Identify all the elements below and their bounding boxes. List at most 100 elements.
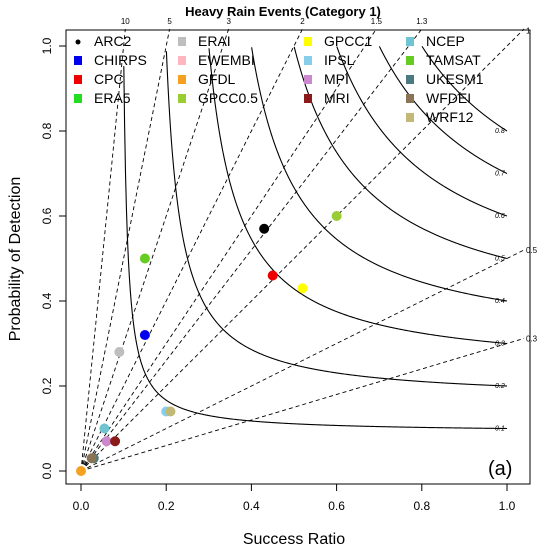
data-point-tamsat (139, 253, 150, 264)
csi-contour-label: 0.6 (495, 213, 505, 220)
legend-swatch (304, 56, 312, 65)
csi-contour (378, 46, 508, 174)
legend-label: ARC2 (94, 33, 132, 49)
legend-swatch (178, 56, 186, 65)
csi-contour (123, 66, 508, 430)
bias-line (80, 28, 377, 472)
data-point-erai (114, 347, 125, 357)
legend-swatch (406, 113, 414, 122)
legend-label: CHIRPS (94, 52, 147, 68)
legend-swatch (304, 94, 312, 103)
legend-label: MPI (324, 71, 349, 87)
legend-label: WRF12 (426, 109, 474, 125)
legend-label: ERA5 (94, 90, 131, 106)
data-point-mpi (101, 436, 112, 447)
bias-line (80, 249, 525, 472)
bias-lines: 10 5 3 2 1.5 1.3 1 0.5 0.3 (80, 17, 538, 472)
axes: 0.0 0.2 0.4 0.6 0.8 1.0 0.0 0.2 0.4 0.6 0.8 1.0 (40, 37, 515, 513)
bias-line-label: 1.5 (371, 17, 383, 26)
csi-contour (293, 46, 508, 260)
csi-contour (421, 46, 508, 132)
x-tick-label: 0.6 (328, 499, 345, 513)
csi-contour-label: 0.2 (495, 383, 505, 390)
legend-swatch (74, 94, 82, 103)
legend-swatch (75, 39, 81, 45)
y-tick-label: 0.0 (40, 462, 54, 479)
csi-contour-label: 0.4 (495, 298, 505, 305)
legend: ARC2 CHIRPS CPC ERA5 ERAI EWEMBI GFDL GPCC0.5 GP… (74, 33, 484, 125)
legend-swatch (74, 75, 82, 84)
x-tick-label: 0.0 (73, 499, 90, 513)
legend-label: GPCC0.5 (198, 90, 258, 106)
bias-line (80, 28, 230, 472)
y-tick-label: 0.4 (40, 292, 54, 309)
data-point-gfdl (76, 466, 86, 476)
data-point-arc2 (259, 223, 270, 234)
csi-contour (251, 47, 508, 302)
legend-label: WFDEI (426, 90, 471, 106)
legend-swatch (406, 75, 414, 84)
panel-label: (a) (488, 458, 512, 480)
legend-swatch (178, 37, 186, 46)
data-points (76, 211, 342, 476)
bias-line-label: 1.3 (416, 17, 428, 26)
legend-swatch (406, 37, 414, 46)
data-point-chirps (139, 330, 150, 340)
legend-label: CPC (94, 71, 124, 87)
bias-line-label: 1 (526, 26, 531, 35)
legend-label: UKESM1 (426, 71, 484, 87)
legend-label: IPSL (324, 52, 355, 68)
csi-contours: 0.1 0.2 0.3 0.4 0.5 0.6 0.7 0.8 (123, 46, 508, 433)
legend-label: MRI (324, 90, 350, 106)
plot-frame (65, 29, 531, 485)
csi-contour-label: 0.7 (495, 171, 506, 178)
legend-swatch (304, 75, 312, 84)
csi-contour-label: 0.5 (495, 256, 505, 263)
x-tick-label: 0.2 (158, 499, 175, 513)
legend-label: ERAI (198, 33, 231, 49)
y-tick-label: 1.0 (40, 37, 54, 54)
bias-line (80, 28, 525, 472)
csi-contour-label: 0.3 (495, 341, 505, 348)
csi-contour-label: 0.1 (495, 426, 505, 433)
x-axis-title: Success Ratio (243, 531, 345, 548)
legend-swatch (304, 37, 312, 46)
data-point-gpcc05 (331, 211, 342, 221)
csi-contour (208, 48, 508, 345)
y-tick-label: 0.2 (40, 377, 54, 394)
bias-line (80, 28, 171, 472)
bias-line-label: 0.5 (526, 246, 538, 255)
csi-contour (336, 46, 508, 217)
bias-line (80, 337, 525, 472)
bias-line (80, 28, 423, 472)
legend-label: TAMSAT (426, 52, 481, 68)
bias-line-label: 5 (167, 17, 172, 26)
data-point-wfdei (86, 453, 97, 464)
y-tick-label: 0.8 (40, 122, 54, 139)
data-point-mri (110, 436, 121, 447)
legend-label: EWEMBI (198, 52, 255, 68)
legend-swatch (74, 56, 82, 65)
legend-swatch (406, 94, 414, 103)
x-tick-label: 0.8 (413, 499, 430, 513)
legend-swatch (406, 56, 414, 65)
bias-line-label: 0.3 (526, 334, 538, 343)
legend-label: NCEP (426, 33, 465, 49)
csi-contour-label: 0.8 (495, 128, 505, 135)
legend-label: GPCC1 (324, 33, 372, 49)
bias-line (80, 28, 303, 472)
legend-swatch (178, 75, 186, 84)
bias-line-label: 10 (121, 17, 130, 26)
data-point-ncep (99, 423, 110, 434)
legend-label: GFDL (198, 71, 236, 87)
data-point-cpc (267, 270, 278, 281)
data-point-wrf12 (165, 406, 176, 417)
csi-contour (165, 51, 508, 387)
chart-title: Heavy Rain Events (Category 1) (185, 4, 381, 19)
y-tick-label: 0.6 (40, 207, 54, 224)
bias-line-label: 3 (226, 17, 231, 26)
x-tick-label: 1.0 (499, 499, 516, 513)
x-tick-label: 0.4 (243, 499, 260, 513)
y-axis-title: Probability of Detection (7, 177, 24, 342)
data-point-gpcc1 (297, 283, 308, 294)
